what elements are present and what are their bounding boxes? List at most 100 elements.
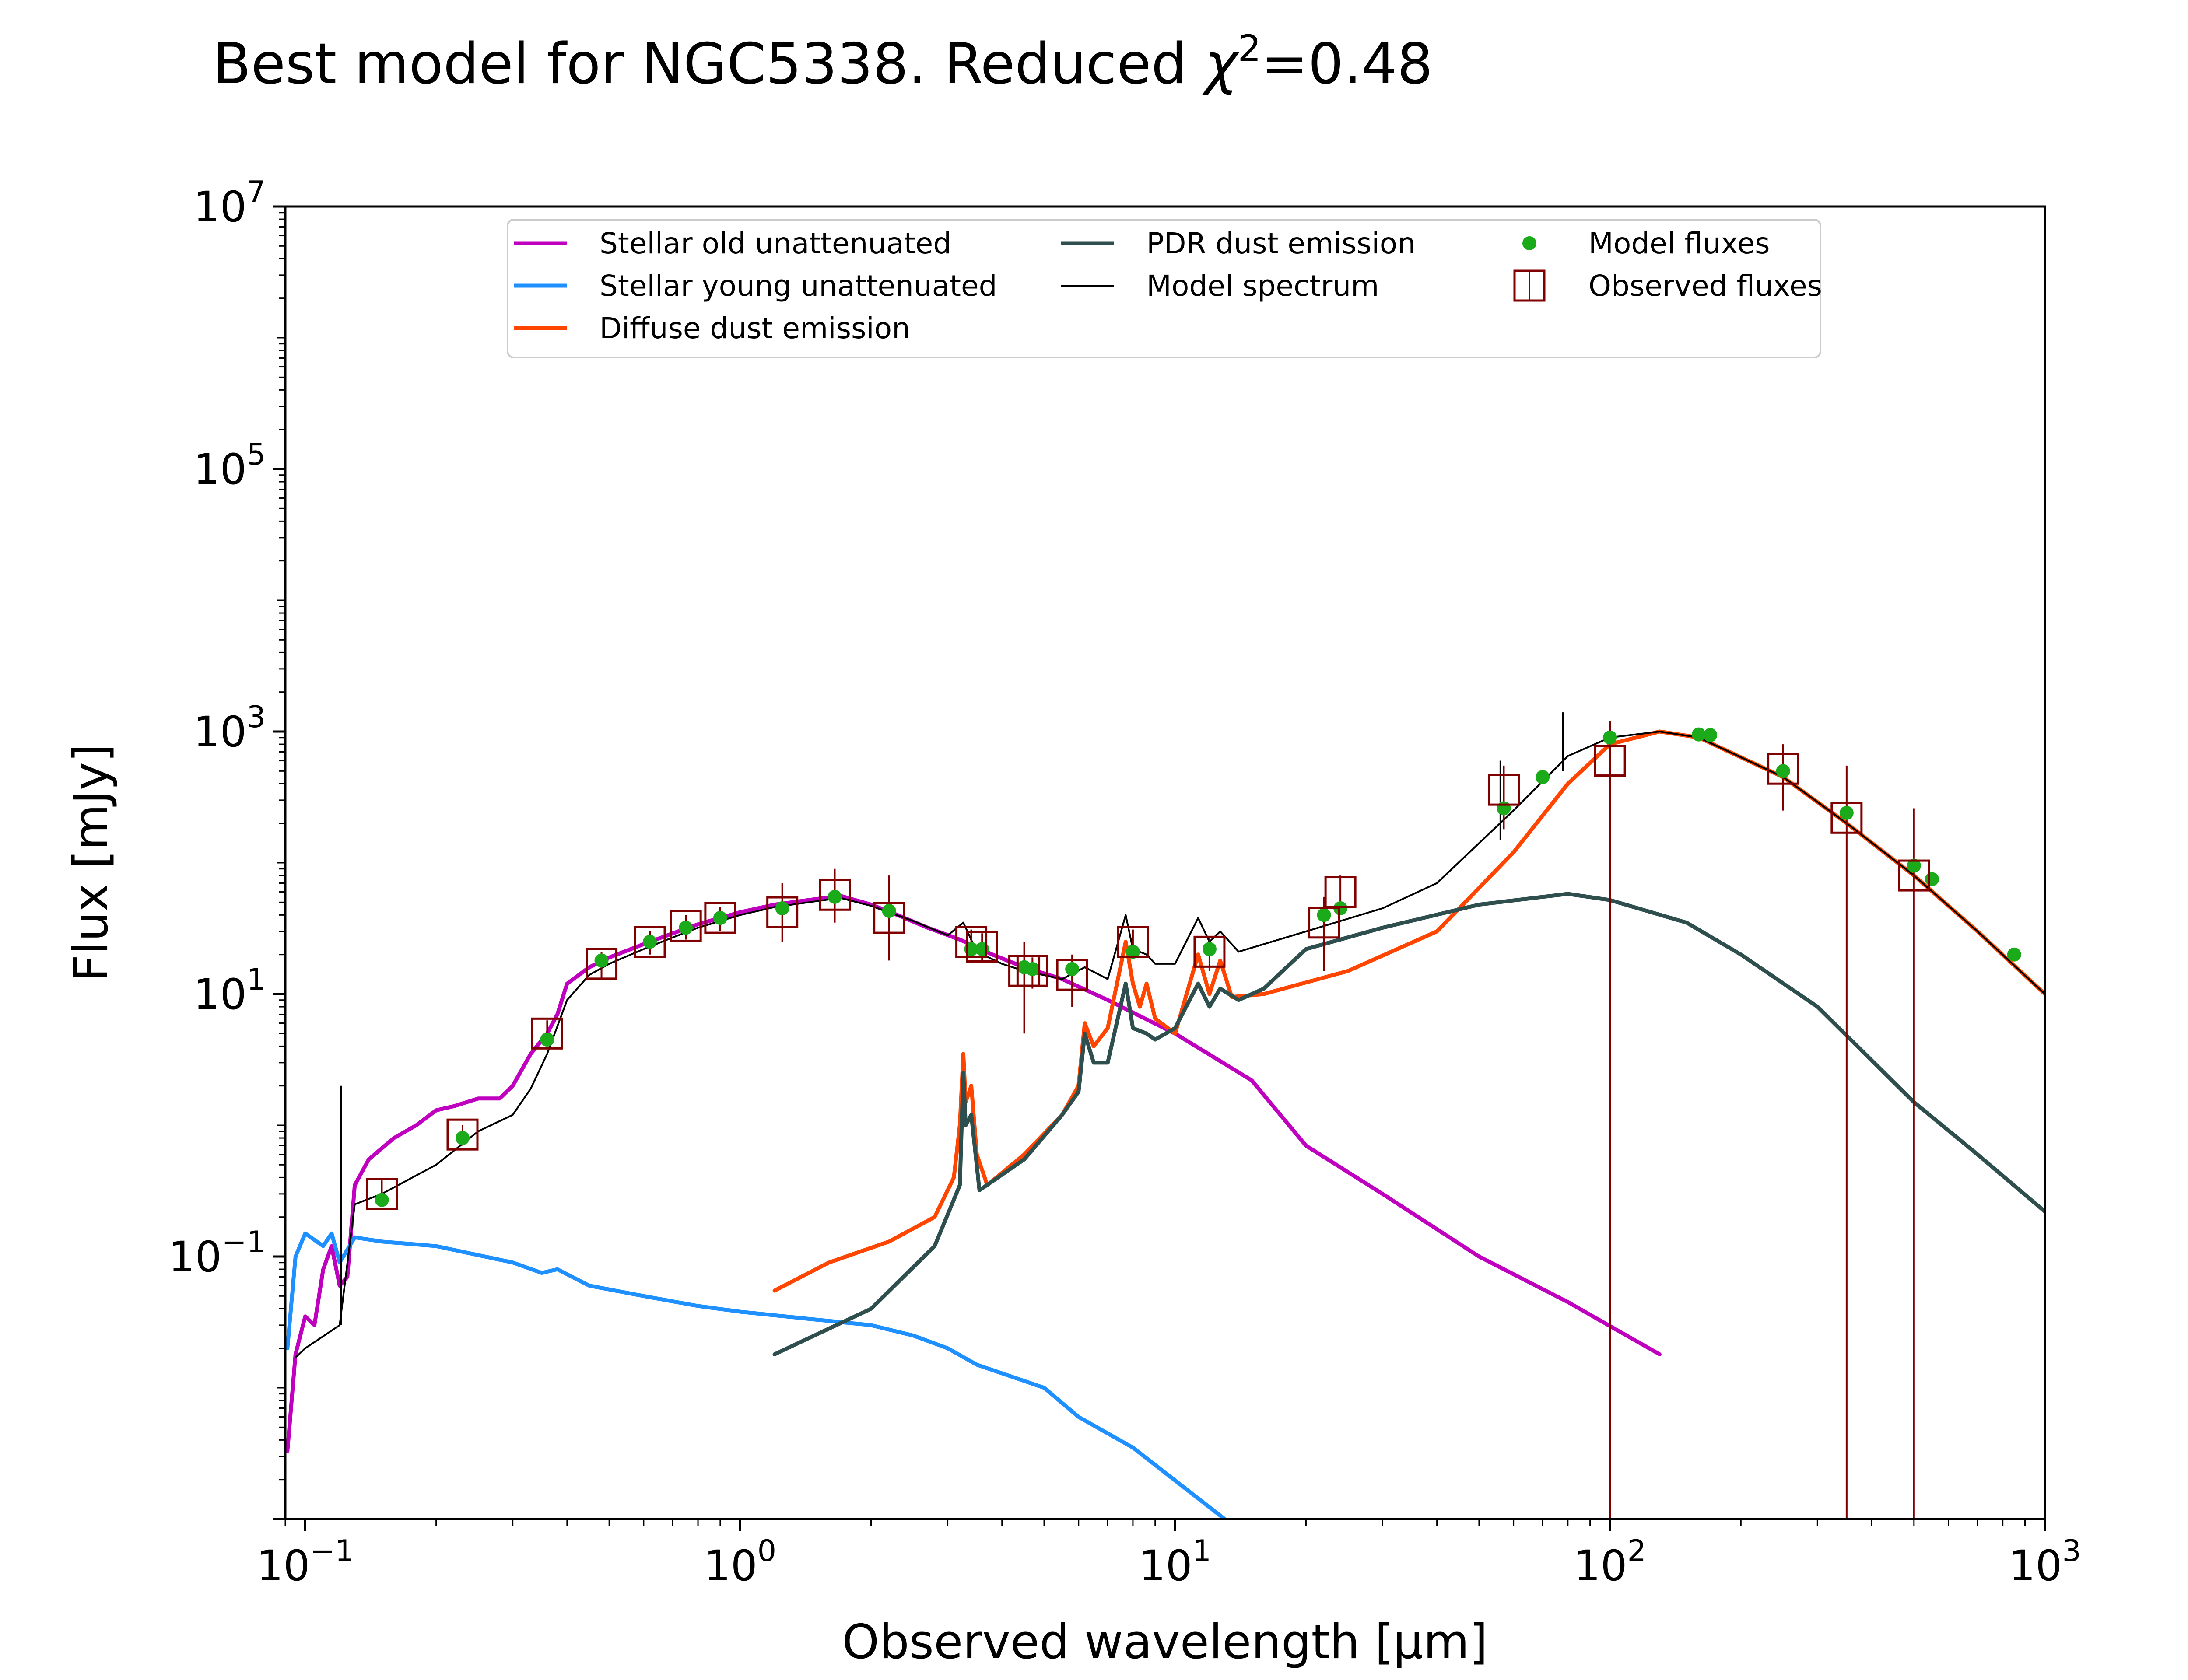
series-model-spectrum bbox=[295, 731, 2045, 1358]
y-tick-base: 10 bbox=[193, 182, 247, 231]
observed-flux-point-3 bbox=[586, 948, 618, 980]
observed-flux-point-5 bbox=[670, 910, 702, 942]
legend-label-diffuse-dust-emission: Diffuse dust emission bbox=[600, 312, 910, 345]
x-tick-exp: 1 bbox=[1192, 1534, 1211, 1568]
model-flux-point-6 bbox=[713, 911, 727, 925]
series-stellar-young-unattenuated bbox=[285, 1231, 1227, 1519]
model-flux-point-19 bbox=[1497, 801, 1511, 816]
observed-flux-point-0 bbox=[365, 1178, 398, 1210]
model-flux-point-24 bbox=[1776, 764, 1790, 778]
legend-label-observed-fluxes: Observed fluxes bbox=[1588, 269, 1822, 303]
plot-frame bbox=[284, 205, 2046, 1520]
x-tick-label-1: 100 bbox=[704, 1534, 776, 1590]
model-flux-point-27 bbox=[1925, 872, 1939, 886]
x-tick-exp: 3 bbox=[2062, 1534, 2081, 1568]
x-tick-label-2: 101 bbox=[1139, 1534, 1211, 1590]
x-tick-base: 10 bbox=[1574, 1541, 1627, 1590]
model-flux-point-26 bbox=[1907, 858, 1921, 873]
model-flux-point-22 bbox=[1691, 727, 1706, 742]
model-flux-point-1 bbox=[455, 1131, 470, 1145]
legend-label-stellar-young-unattenuated: Stellar young unattenuated bbox=[600, 269, 997, 303]
model-flux-point-20 bbox=[1536, 770, 1550, 784]
observed-flux-point-7 bbox=[766, 896, 799, 928]
y-tick-label-1: 101 bbox=[193, 962, 266, 1019]
observed-flux-point-6 bbox=[704, 902, 736, 934]
legend-swatch-model-fluxes bbox=[1522, 236, 1536, 250]
x-tick-label-4: 103 bbox=[2009, 1534, 2081, 1590]
model-flux-point-0 bbox=[375, 1193, 389, 1207]
observed-flux-point-21 bbox=[1767, 752, 1799, 785]
model-flux-point-21 bbox=[1603, 730, 1617, 745]
chart-title-sup: 2 bbox=[1238, 27, 1261, 70]
x-tick-exp: −1 bbox=[310, 1534, 354, 1568]
chart-title-chi: χ bbox=[1202, 32, 1240, 97]
spike-layer bbox=[340, 712, 1564, 1325]
observed-flux-point-1 bbox=[446, 1118, 479, 1151]
y-tick-exp: −1 bbox=[222, 1225, 266, 1260]
model-flux-point-28 bbox=[2007, 947, 2021, 962]
series-diffuse-dust-emission bbox=[772, 729, 2045, 1293]
model-flux-point-23 bbox=[1703, 728, 1718, 742]
model-flux-point-13 bbox=[1025, 962, 1040, 976]
y-tick-exp: 3 bbox=[247, 700, 266, 735]
y-tick-label-3: 105 bbox=[193, 438, 266, 494]
observed-flux-point-8 bbox=[819, 878, 851, 911]
x-axis-ticks: 10−1 100 101 102 103 bbox=[256, 1519, 2081, 1590]
observed-flux-point-2 bbox=[531, 1017, 563, 1050]
observed-flux-point-17 bbox=[1308, 906, 1340, 939]
y-tick-base: 10 bbox=[193, 707, 247, 756]
model-flux-point-9 bbox=[882, 903, 896, 918]
observed-flux-point-16 bbox=[1193, 935, 1226, 968]
observed-flux-point-4 bbox=[634, 926, 666, 958]
observed-flux-point-9 bbox=[873, 902, 905, 934]
model-flux-point-5 bbox=[679, 920, 693, 935]
observed-flux-point-15 bbox=[1117, 926, 1149, 958]
model-flux-point-8 bbox=[828, 889, 842, 904]
y-tick-label-4: 107 bbox=[193, 175, 266, 231]
y-axis-label: Flux [mJy] bbox=[64, 744, 119, 982]
model-flux-point-17 bbox=[1317, 908, 1331, 922]
series-pdr-dust-emission bbox=[772, 892, 2045, 1356]
y-tick-exp: 5 bbox=[247, 438, 266, 472]
observed-flux-point-14 bbox=[1056, 959, 1088, 991]
model-flux-point-7 bbox=[775, 901, 789, 916]
legend-label-stellar-old-unattenuated: Stellar old unattenuated bbox=[600, 227, 951, 260]
y-tick-base: 10 bbox=[168, 1232, 222, 1281]
observed-flux-point-22 bbox=[1830, 802, 1863, 834]
legend: Stellar old unattenuated Stellar young un… bbox=[507, 219, 1822, 358]
x-tick-label-3: 102 bbox=[1574, 1534, 1646, 1590]
legend-label-model-spectrum: Model spectrum bbox=[1147, 269, 1379, 303]
model-flux-point-16 bbox=[1202, 942, 1217, 956]
chart-title-suffix: =0.48 bbox=[1261, 32, 1433, 97]
chart-title-text: Best model for NGC5338. Reduced bbox=[213, 32, 1205, 97]
observed-flux-point-23 bbox=[1898, 859, 1930, 892]
model-flux-point-4 bbox=[643, 934, 657, 949]
model-flux-point-25 bbox=[1839, 805, 1854, 820]
y-tick-base: 10 bbox=[193, 970, 247, 1019]
errorbar-layer bbox=[381, 721, 1915, 1519]
y-tick-base: 10 bbox=[193, 445, 247, 494]
x-tick-base: 10 bbox=[1139, 1541, 1192, 1590]
x-tick-exp: 2 bbox=[1627, 1534, 1646, 1568]
x-axis-label: Observed wavelength [μm] bbox=[842, 1615, 1488, 1670]
model-flux-point-3 bbox=[594, 953, 609, 968]
observed-flux-point-11 bbox=[966, 930, 998, 962]
observed-flux-point-20 bbox=[1594, 745, 1626, 777]
observed-flux-point-10 bbox=[955, 926, 988, 958]
model-flux-point-14 bbox=[1065, 962, 1080, 976]
series-layer bbox=[285, 729, 2045, 1519]
model-flux-point-18 bbox=[1333, 901, 1348, 916]
y-tick-exp: 1 bbox=[247, 962, 266, 997]
x-tick-exp: 0 bbox=[757, 1534, 776, 1568]
y-tick-label-2: 103 bbox=[193, 700, 266, 756]
observed-flux-layer bbox=[365, 745, 1930, 1210]
series-stellar-old-unattenuated bbox=[285, 894, 1662, 1453]
x-tick-label-0: 10−1 bbox=[256, 1534, 354, 1590]
chart-title: Best model for NGC5338. Reduced χ2=0.48 bbox=[213, 27, 1433, 97]
observed-flux-point-19 bbox=[1487, 774, 1520, 806]
observed-flux-point-18 bbox=[1324, 876, 1357, 908]
x-tick-base: 10 bbox=[704, 1541, 757, 1590]
legend-frame bbox=[507, 219, 1821, 358]
